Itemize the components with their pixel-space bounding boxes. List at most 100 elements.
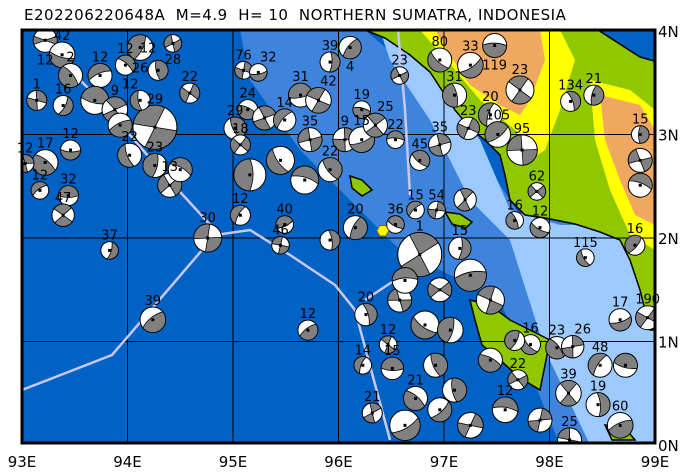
beach-ball[interactable] bbox=[585, 392, 611, 418]
beach-ball[interactable] bbox=[520, 334, 542, 356]
beach-ball[interactable] bbox=[352, 100, 372, 119]
beach-ball[interactable] bbox=[557, 427, 583, 452]
beach-ball[interactable] bbox=[32, 28, 58, 53]
beach-ball[interactable] bbox=[338, 35, 362, 60]
beach-ball[interactable] bbox=[167, 157, 193, 183]
beach-ball[interactable] bbox=[52, 95, 74, 117]
beach-ball[interactable] bbox=[179, 82, 201, 104]
beach-ball[interactable] bbox=[561, 334, 585, 359]
beach-ball[interactable] bbox=[391, 267, 419, 294]
beach-ball[interactable] bbox=[132, 104, 178, 150]
beach-ball[interactable] bbox=[305, 87, 332, 114]
beach-ball[interactable] bbox=[297, 319, 319, 341]
beach-ball[interactable] bbox=[290, 165, 320, 195]
beach-ball[interactable] bbox=[410, 310, 440, 340]
beach-ball[interactable] bbox=[477, 102, 503, 128]
beach-ball[interactable] bbox=[406, 200, 425, 220]
beach-ball[interactable] bbox=[457, 51, 484, 79]
beach-ball[interactable] bbox=[129, 89, 151, 111]
beach-ball[interactable] bbox=[107, 112, 133, 138]
beach-ball[interactable] bbox=[271, 235, 290, 255]
beach-ball[interactable] bbox=[100, 241, 119, 260]
beach-ball[interactable] bbox=[163, 34, 183, 53]
beach-ball[interactable] bbox=[126, 34, 154, 61]
beach-ball[interactable] bbox=[583, 84, 605, 106]
beach-ball[interactable] bbox=[57, 185, 79, 207]
beach-ball[interactable] bbox=[229, 204, 251, 226]
beach-ball[interactable] bbox=[448, 236, 472, 261]
beach-ball[interactable] bbox=[456, 116, 480, 140]
beach-ball[interactable] bbox=[378, 335, 398, 354]
beach-ball[interactable] bbox=[484, 121, 512, 148]
beach-ball[interactable] bbox=[409, 149, 431, 171]
beach-ball[interactable] bbox=[362, 112, 388, 138]
beach-ball[interactable] bbox=[453, 258, 487, 292]
beach-ball[interactable] bbox=[342, 215, 368, 241]
beach-ball[interactable] bbox=[390, 66, 409, 85]
beach-ball[interactable] bbox=[386, 130, 405, 149]
beach-ball[interactable] bbox=[193, 223, 223, 253]
beach-ball[interactable] bbox=[630, 125, 650, 144]
beach-ball[interactable] bbox=[482, 32, 508, 58]
beach-ball[interactable] bbox=[527, 182, 547, 201]
beach-ball[interactable] bbox=[475, 285, 505, 315]
beach-ball[interactable] bbox=[229, 134, 251, 156]
beach-ball[interactable] bbox=[114, 54, 136, 76]
beach-ball[interactable] bbox=[403, 385, 429, 411]
beach-ball[interactable] bbox=[437, 316, 464, 344]
beach-ball[interactable] bbox=[361, 402, 383, 424]
beach-ball[interactable] bbox=[139, 306, 167, 334]
beach-ball[interactable] bbox=[147, 59, 169, 81]
beach-ball[interactable] bbox=[427, 200, 446, 220]
beach-ball[interactable] bbox=[527, 407, 553, 433]
beach-ball[interactable] bbox=[427, 47, 453, 73]
beach-ball[interactable] bbox=[627, 147, 653, 173]
beach-ball[interactable] bbox=[624, 234, 646, 256]
beach-ball[interactable] bbox=[576, 248, 595, 267]
beach-ball[interactable] bbox=[606, 412, 634, 439]
beach-ball[interactable] bbox=[427, 397, 453, 423]
beach-ball[interactable] bbox=[442, 82, 468, 108]
beach-ball[interactable] bbox=[117, 142, 143, 168]
beach-ball[interactable] bbox=[428, 133, 452, 157]
beach-ball[interactable] bbox=[26, 89, 48, 111]
beach-ball[interactable] bbox=[635, 305, 660, 331]
beach-ball[interactable] bbox=[506, 134, 538, 166]
beach-ball[interactable] bbox=[272, 108, 297, 132]
beach-ball[interactable] bbox=[353, 356, 373, 375]
beach-ball[interactable] bbox=[587, 352, 613, 378]
beach-ball[interactable] bbox=[423, 352, 449, 378]
beach-ball[interactable] bbox=[51, 203, 75, 227]
beach-ball[interactable] bbox=[31, 149, 59, 176]
beach-ball[interactable] bbox=[234, 61, 253, 80]
beach-ball[interactable] bbox=[319, 229, 341, 251]
beach-ball[interactable] bbox=[60, 139, 82, 161]
beach-ball[interactable] bbox=[142, 153, 168, 179]
beach-ball[interactable] bbox=[275, 215, 294, 234]
beach-ball[interactable] bbox=[389, 409, 421, 442]
beach-ball[interactable] bbox=[87, 63, 113, 89]
beach-ball[interactable] bbox=[555, 379, 582, 407]
beach-ball[interactable] bbox=[252, 105, 278, 131]
beach-ball[interactable] bbox=[265, 145, 295, 175]
beach-ball[interactable] bbox=[386, 215, 405, 234]
beach-ball[interactable] bbox=[491, 396, 519, 424]
beach-ball[interactable] bbox=[477, 347, 503, 373]
main-event-hexagon[interactable] bbox=[376, 225, 390, 237]
beach-ball[interactable] bbox=[297, 127, 323, 153]
beach-ball[interactable] bbox=[612, 352, 638, 378]
beach-ball[interactable] bbox=[397, 232, 443, 278]
beach-ball[interactable] bbox=[427, 277, 453, 303]
beach-ball[interactable] bbox=[442, 377, 468, 403]
beach-ball[interactable] bbox=[30, 181, 50, 200]
beach-ball[interactable] bbox=[380, 356, 405, 381]
beach-ball[interactable] bbox=[507, 369, 529, 391]
beach-ball[interactable] bbox=[58, 63, 84, 89]
beach-ball[interactable] bbox=[504, 329, 526, 351]
beach-ball[interactable] bbox=[317, 157, 343, 183]
beach-ball[interactable] bbox=[223, 116, 247, 140]
beach-ball[interactable] bbox=[627, 172, 653, 198]
beach-ball[interactable] bbox=[529, 217, 551, 239]
beach-ball[interactable] bbox=[608, 308, 632, 332]
beach-ball[interactable] bbox=[387, 287, 413, 313]
